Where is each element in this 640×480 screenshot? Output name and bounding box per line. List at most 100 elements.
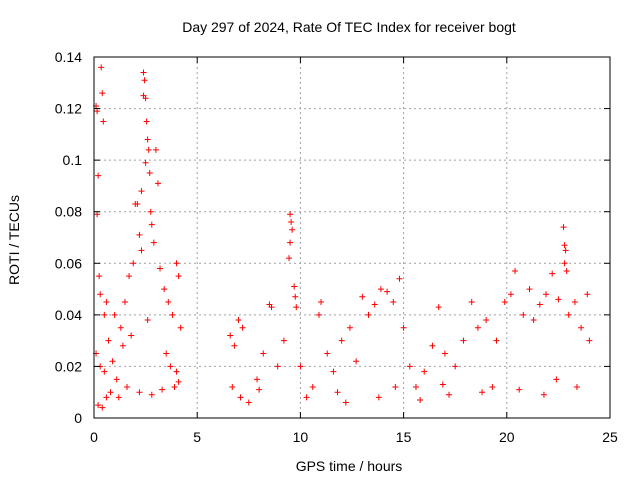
data-point	[493, 337, 500, 344]
data-point	[107, 389, 114, 396]
data-point	[143, 118, 150, 125]
data-point	[375, 394, 382, 401]
data-point	[138, 247, 145, 254]
data-point	[254, 376, 261, 383]
data-point	[98, 64, 105, 71]
data-point	[157, 265, 164, 272]
data-point	[126, 273, 133, 280]
data-point	[435, 304, 442, 311]
data-point	[287, 211, 294, 218]
data-point	[130, 260, 137, 267]
data-point	[560, 224, 567, 231]
data-point	[119, 342, 126, 349]
y-tick-label: 0.1	[63, 152, 83, 168]
plot-frame	[93, 56, 611, 419]
data-point	[452, 363, 459, 370]
data-point	[117, 324, 124, 331]
data-point	[479, 389, 486, 396]
data-point	[142, 159, 149, 166]
data-point	[140, 69, 147, 76]
x-tick-label: 10	[293, 429, 309, 445]
data-point	[396, 275, 403, 282]
data-point	[103, 394, 110, 401]
data-point	[121, 298, 128, 305]
data-point	[235, 317, 242, 324]
data-point	[421, 368, 428, 375]
data-point	[94, 108, 101, 115]
data-point	[573, 384, 580, 391]
data-point	[291, 283, 298, 290]
data-point	[315, 311, 322, 318]
data-point	[392, 384, 399, 391]
data-point	[231, 342, 238, 349]
data-point	[142, 95, 149, 102]
data-point	[245, 399, 252, 406]
data-point	[101, 368, 108, 375]
data-point	[105, 337, 112, 344]
data-point	[561, 242, 568, 249]
data-point	[167, 363, 174, 370]
data-point	[136, 231, 143, 238]
data-point	[530, 317, 537, 324]
data-point	[260, 350, 267, 357]
data-point	[274, 363, 281, 370]
data-point	[144, 136, 151, 143]
data-points	[93, 64, 593, 411]
data-point	[256, 386, 263, 393]
data-point	[371, 301, 378, 308]
y-tick-label: 0.12	[55, 101, 82, 117]
data-point	[144, 317, 151, 324]
data-point	[136, 389, 143, 396]
data-point	[239, 324, 246, 331]
data-point	[292, 293, 299, 300]
data-point	[101, 311, 108, 318]
x-tick-label: 5	[193, 429, 201, 445]
data-point	[489, 384, 496, 391]
data-point	[103, 298, 110, 305]
data-point	[565, 311, 572, 318]
data-point	[353, 358, 360, 365]
data-point	[161, 286, 168, 293]
chart-title: Day 297 of 2024, Rate Of TEC Index for r…	[182, 19, 516, 35]
data-point	[460, 337, 467, 344]
data-point	[516, 386, 523, 393]
data-point	[406, 363, 413, 370]
data-point	[553, 376, 560, 383]
data-point	[543, 291, 550, 298]
data-point	[526, 286, 533, 293]
data-point	[446, 391, 453, 398]
data-point	[563, 268, 570, 275]
data-point	[138, 188, 145, 195]
data-point	[318, 298, 325, 305]
data-point	[555, 296, 562, 303]
data-point	[159, 386, 166, 393]
data-point	[99, 404, 106, 411]
data-point	[173, 368, 180, 375]
data-point	[536, 301, 543, 308]
data-point	[173, 260, 180, 267]
data-point	[512, 268, 519, 275]
y-tick-label: 0.04	[55, 307, 82, 323]
data-point	[171, 384, 178, 391]
x-tick-label: 15	[396, 429, 412, 445]
data-point	[100, 118, 107, 125]
data-point	[578, 324, 585, 331]
data-point	[148, 391, 155, 398]
data-point	[412, 384, 419, 391]
data-point	[141, 77, 148, 84]
data-point	[113, 376, 120, 383]
data-point	[163, 350, 170, 357]
data-point	[400, 324, 407, 331]
data-point	[134, 200, 141, 207]
data-point	[474, 324, 481, 331]
data-point	[562, 247, 569, 254]
data-point	[148, 221, 155, 228]
data-point	[152, 146, 159, 153]
data-point	[439, 381, 446, 388]
data-point	[390, 298, 397, 305]
data-point	[109, 358, 116, 365]
y-tick-label: 0.14	[55, 49, 82, 65]
data-point	[417, 396, 424, 403]
data-point	[175, 273, 182, 280]
data-point	[289, 226, 296, 233]
